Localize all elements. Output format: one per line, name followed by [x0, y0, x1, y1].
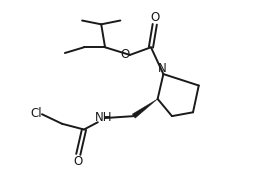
Text: O: O — [74, 155, 83, 168]
Text: O: O — [150, 10, 159, 23]
Text: O: O — [121, 48, 130, 61]
Text: NH: NH — [95, 111, 113, 124]
Text: N: N — [158, 62, 167, 75]
Text: Cl: Cl — [30, 107, 42, 120]
Polygon shape — [132, 99, 158, 118]
